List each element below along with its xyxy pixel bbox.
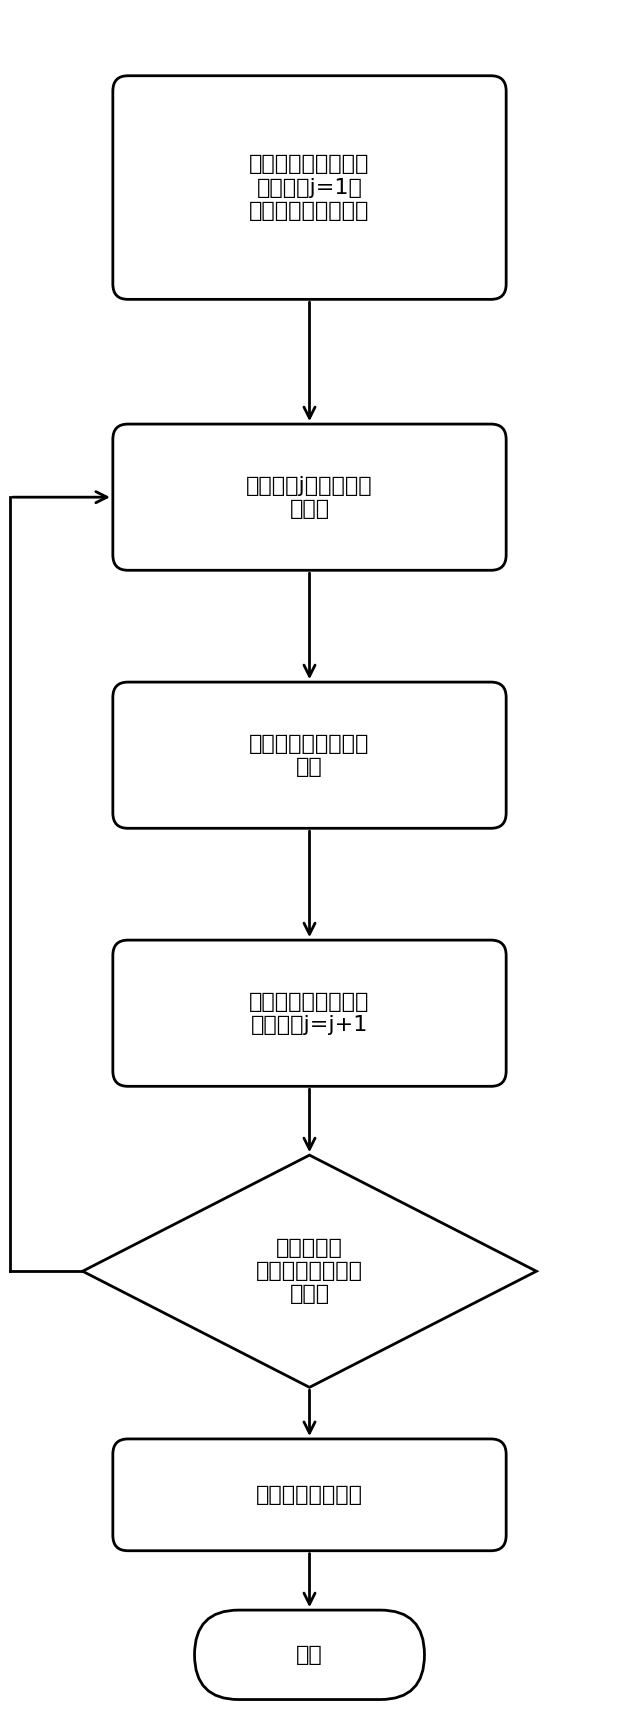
Text: 判断是否所
有充电桩功率都分
配完毕: 判断是否所 有充电桩功率都分 配完毕: [256, 1238, 363, 1304]
FancyBboxPatch shape: [113, 76, 506, 300]
Text: 初始化功率待分配充
电桩编号j=1和
站点剩余未分配负荷: 初始化功率待分配充 电桩编号j=1和 站点剩余未分配负荷: [249, 154, 370, 220]
FancyBboxPatch shape: [113, 681, 506, 829]
Text: 得到功率分配结果: 得到功率分配结果: [256, 1484, 363, 1505]
Text: 结束: 结束: [296, 1646, 323, 1665]
FancyBboxPatch shape: [113, 1439, 506, 1550]
Text: 为编号为j的充电桩分
配功率: 为编号为j的充电桩分 配功率: [246, 475, 373, 518]
FancyBboxPatch shape: [113, 425, 506, 570]
Polygon shape: [82, 1155, 537, 1387]
FancyBboxPatch shape: [194, 1611, 425, 1699]
Text: 更新剩余未分配充电
负荷: 更新剩余未分配充电 负荷: [249, 733, 370, 777]
FancyBboxPatch shape: [113, 940, 506, 1085]
Text: 更新下一个待分配充
电桩编号j=j+1: 更新下一个待分配充 电桩编号j=j+1: [249, 992, 370, 1035]
